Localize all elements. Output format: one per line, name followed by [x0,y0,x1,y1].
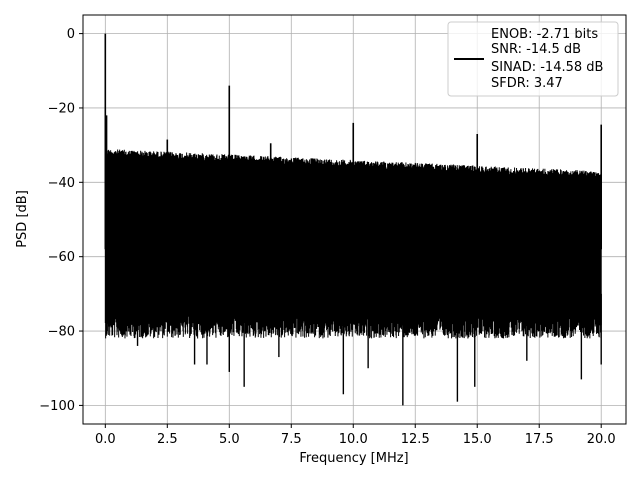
x-tick-label: 17.5 [525,432,554,447]
x-axis-label: Frequency [MHz] [299,451,408,466]
x-tick-label: 20.0 [587,432,616,447]
x-tick-label: 2.5 [157,432,178,447]
x-tick-label: 10.0 [339,432,368,447]
x-tick-label: 5.0 [219,432,240,447]
axis-ticks: 0.0 2.5 5.0 7.5 10.0 12.5 15.0 17.5 20.0 0 −20 −40 −… [39,27,615,447]
y-tick-label: −100 [39,399,75,414]
x-tick-label: 15.0 [463,432,492,447]
y-tick-label: −60 [48,250,75,265]
legend-box [447,21,619,97]
y-axis-label: PSD [dB] [15,190,30,248]
legend-enob: ENOB: -2.71 bits [491,27,598,42]
y-tick-label: 0 [67,27,75,42]
x-tick-label: 12.5 [401,432,430,447]
legend-sinad: SINAD: -14.58 dB [491,60,603,75]
psd-series [104,33,603,406]
y-tick-label: −20 [48,101,75,116]
plot-frame [82,14,627,425]
y-tick-label: −40 [48,176,75,191]
legend-sfdr: SFDR: 3.47 [491,76,563,91]
x-tick-label: 7.5 [281,432,302,447]
x-tick-label: 0.0 [95,432,116,447]
legend: ENOB: -2.71 bits SNR: -14.5 dB SINAD: -1… [447,21,619,97]
legend-snr: SNR: -14.5 dB [491,42,581,57]
y-tick-label: −80 [48,325,75,340]
